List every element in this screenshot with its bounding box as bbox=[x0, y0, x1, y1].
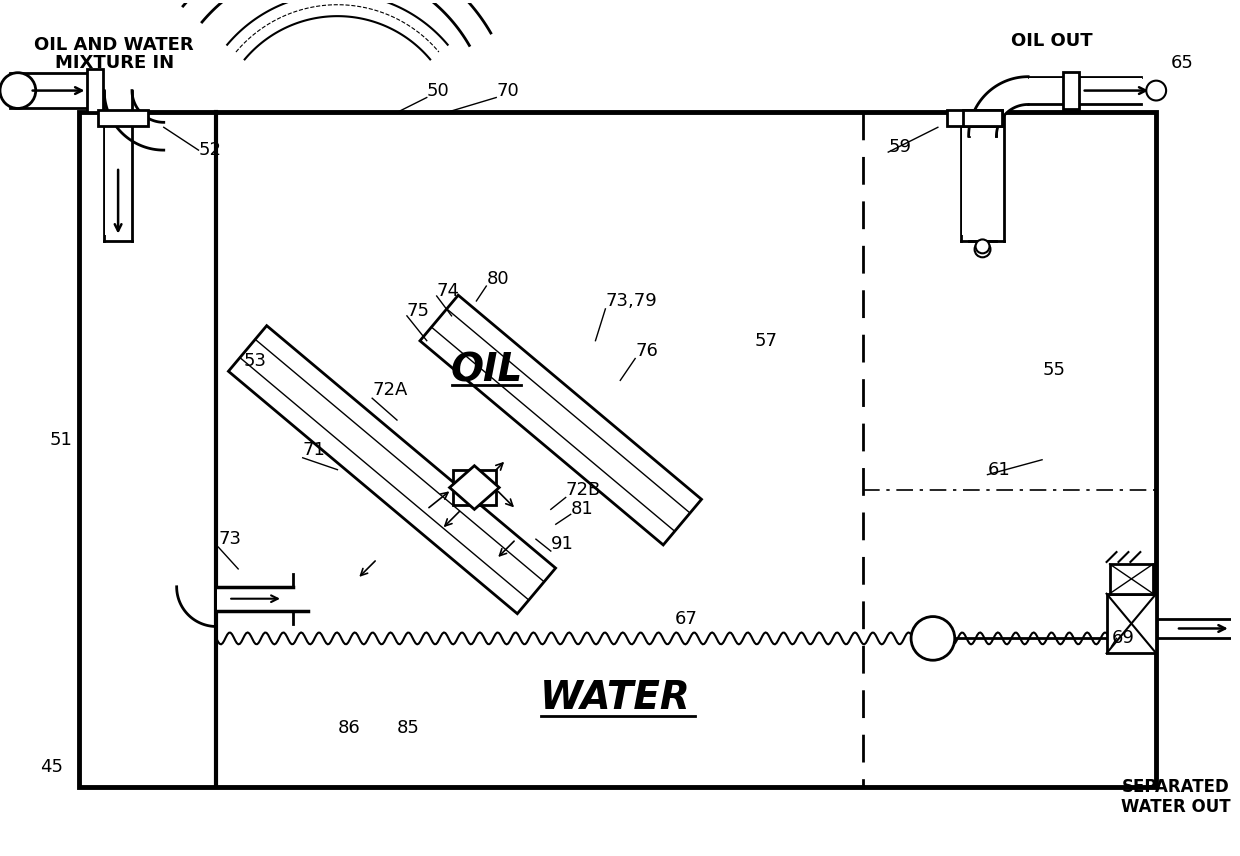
Circle shape bbox=[911, 616, 955, 660]
Text: 91: 91 bbox=[551, 535, 574, 553]
Text: 65: 65 bbox=[1171, 54, 1194, 72]
Bar bbox=[217, 588, 306, 609]
Bar bbox=[453, 470, 496, 505]
Bar bbox=[1029, 78, 1142, 104]
Text: 75: 75 bbox=[407, 302, 430, 320]
Text: 52: 52 bbox=[198, 141, 222, 159]
Text: SEPARATED: SEPARATED bbox=[1122, 778, 1230, 796]
Polygon shape bbox=[104, 91, 164, 150]
Text: MIXTURE IN: MIXTURE IN bbox=[55, 54, 174, 72]
Polygon shape bbox=[184, 0, 491, 45]
Circle shape bbox=[976, 240, 990, 253]
Bar bbox=[962, 127, 1003, 235]
Text: WATER: WATER bbox=[539, 679, 691, 717]
Text: 72A: 72A bbox=[372, 381, 408, 399]
Polygon shape bbox=[227, 0, 448, 59]
Bar bbox=[1106, 594, 1156, 653]
Polygon shape bbox=[228, 325, 556, 614]
Text: 71: 71 bbox=[303, 441, 326, 459]
Text: 53: 53 bbox=[243, 352, 267, 370]
Bar bbox=[970, 118, 996, 136]
Bar bbox=[1110, 564, 1153, 594]
Text: 59: 59 bbox=[888, 138, 911, 156]
Text: WATER OUT: WATER OUT bbox=[1121, 798, 1231, 816]
Text: 57: 57 bbox=[754, 331, 777, 349]
Text: 69: 69 bbox=[1111, 629, 1135, 647]
Text: OIL AND WATER: OIL AND WATER bbox=[35, 36, 193, 54]
Bar bbox=[962, 110, 1002, 127]
Bar bbox=[1063, 72, 1079, 110]
Text: 73: 73 bbox=[218, 530, 242, 548]
Text: 86: 86 bbox=[337, 719, 360, 737]
Bar bbox=[79, 112, 1156, 788]
Text: 76: 76 bbox=[635, 342, 658, 360]
Bar bbox=[87, 68, 103, 112]
Circle shape bbox=[975, 241, 991, 258]
Polygon shape bbox=[450, 466, 500, 509]
Bar bbox=[105, 127, 131, 235]
Text: OIL: OIL bbox=[450, 352, 522, 389]
Text: OIL OUT: OIL OUT bbox=[1011, 32, 1092, 50]
Text: 85: 85 bbox=[397, 719, 420, 737]
Bar bbox=[947, 110, 1002, 127]
Text: 55: 55 bbox=[1042, 361, 1065, 379]
Text: 51: 51 bbox=[50, 431, 72, 449]
Bar bbox=[98, 110, 148, 127]
Circle shape bbox=[1146, 80, 1166, 100]
Text: 50: 50 bbox=[427, 81, 450, 99]
Text: 81: 81 bbox=[570, 501, 594, 519]
Text: 74: 74 bbox=[436, 282, 460, 300]
Text: 73,79: 73,79 bbox=[605, 292, 657, 310]
Text: 72B: 72B bbox=[565, 480, 601, 498]
Circle shape bbox=[0, 73, 36, 109]
Polygon shape bbox=[968, 77, 1028, 136]
Text: 70: 70 bbox=[496, 81, 520, 99]
Text: 45: 45 bbox=[40, 758, 63, 776]
Polygon shape bbox=[420, 295, 702, 545]
Text: 61: 61 bbox=[987, 461, 1011, 479]
Text: 80: 80 bbox=[486, 270, 508, 288]
Text: 67: 67 bbox=[675, 609, 698, 627]
